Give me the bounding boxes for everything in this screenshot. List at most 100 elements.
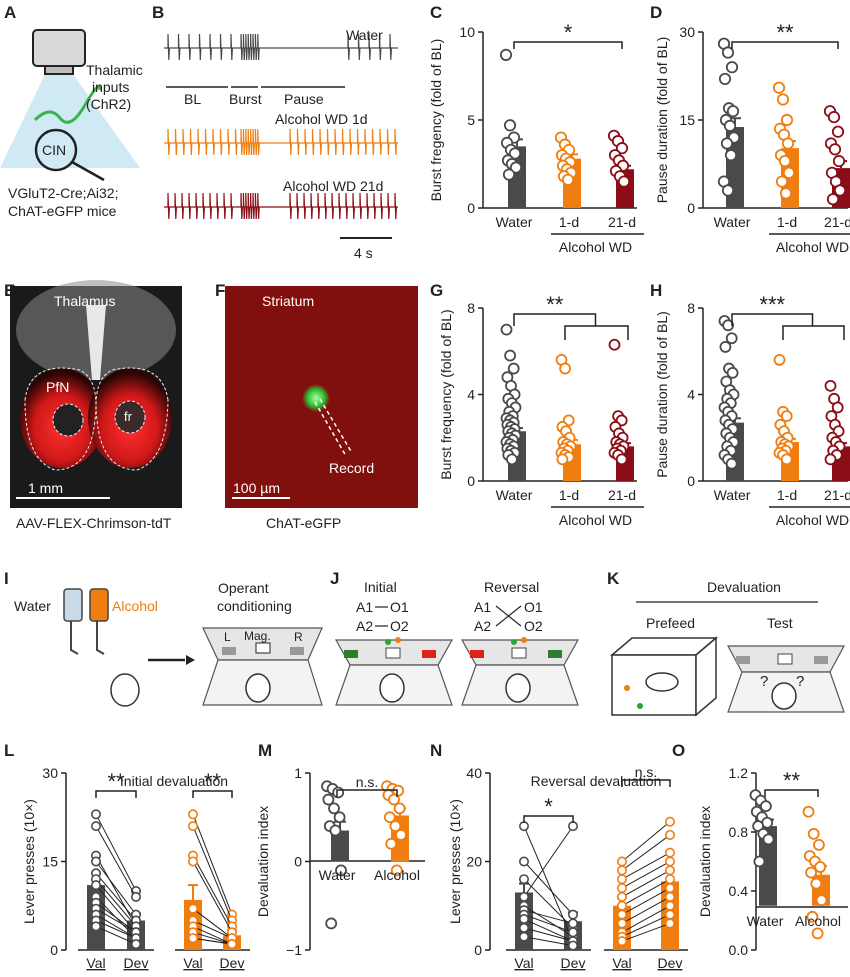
chart-d-point — [781, 137, 795, 150]
lever-right — [290, 647, 304, 655]
chart-n-point — [664, 829, 675, 840]
chart-l-group-label: Alcohol — [190, 975, 236, 977]
chart-m-point — [332, 786, 345, 799]
panel-letter-h: H — [650, 281, 662, 300]
objective-lens-icon — [32, 29, 86, 67]
chart-l-pair-line — [95, 920, 137, 939]
initial-title: Initial — [364, 579, 397, 595]
chart-o-point — [813, 839, 825, 851]
chart-h-sig-subbracket — [782, 325, 845, 340]
chart-l-point — [188, 856, 199, 867]
chart-d-x-tick-label: 21-d — [824, 214, 850, 230]
initial-o2: O2 — [390, 618, 409, 634]
chart-m-point — [389, 820, 402, 832]
chart-n-point — [567, 918, 578, 929]
chart-h-y-tick-label: 4 — [687, 387, 695, 403]
chart-o-sig-text: ** — [783, 768, 801, 793]
reversal-pellet-green — [511, 639, 517, 645]
light-cone — [0, 70, 140, 168]
chart-o-point — [753, 855, 766, 868]
chart-d-point — [721, 46, 735, 59]
operant-mouse-icon — [245, 673, 271, 703]
chart-h: 0 4 8 Pause duration (fold of BL) Water 1-d 21… — [654, 292, 850, 528]
chart-d-point — [778, 154, 792, 168]
chart-d-x-tick-label: 1-d — [777, 214, 797, 230]
chart-g-y-tick-label: 0 — [467, 473, 475, 489]
chart-g-y-tick-label: 8 — [467, 300, 475, 316]
panel-letter-i: I — [4, 569, 9, 588]
chart-n-point — [616, 936, 627, 947]
chart-l-point — [188, 903, 199, 914]
chart-n-point — [518, 931, 529, 942]
chart-d-point — [724, 149, 738, 162]
cin-green-cell — [302, 384, 330, 412]
chart-d-point — [782, 166, 796, 179]
chart-c-point — [503, 119, 517, 132]
pfn-outline-right — [95, 367, 169, 471]
chart-h-group-label: Alcohol WD — [776, 512, 849, 528]
cin-label: CIN — [42, 142, 66, 158]
chart-o-y-tick-label: 1.2 — [729, 765, 749, 781]
midline-structure — [86, 305, 106, 380]
initial-magazine — [385, 647, 401, 659]
chart-d-y-axis-label: Pause duration (fold of BL) — [654, 37, 670, 204]
alcohol-bottle-icon — [89, 588, 109, 622]
chart-c-y-tick-label: 10 — [459, 24, 475, 40]
chart-l-val-label: Val — [86, 955, 105, 971]
chart-n-point — [518, 914, 529, 925]
water-bottle-icon — [63, 588, 83, 622]
chart-o-point — [811, 927, 824, 940]
chart-m-y-axis-label: Devaluation index — [255, 806, 271, 917]
chart-l-point — [227, 939, 238, 950]
chart-l-pair-line — [95, 855, 137, 927]
chart-l-pair-line — [95, 878, 137, 927]
chart-c-point — [615, 142, 629, 155]
chart-n-pair-line — [621, 878, 671, 907]
chart-h-sig-bracket — [731, 313, 814, 326]
chart-d-point — [831, 125, 845, 138]
panel-i-schematic: Water Alcohol Operant conditioning L Mag… — [14, 580, 323, 707]
panel-letter-j: J — [330, 569, 339, 588]
chart-g-point — [615, 453, 628, 466]
reversal-a2: A2 — [474, 618, 491, 634]
reversal-pellet-orange — [521, 637, 527, 643]
test-label: Test — [767, 615, 793, 631]
panel-letter-a: A — [4, 3, 16, 22]
panel-letter-g: G — [430, 281, 443, 300]
record-pipette-line-2 — [319, 398, 353, 454]
chart-o-y-tick-label: 0.4 — [729, 883, 749, 899]
chart-h-point — [726, 366, 739, 379]
chart-o-point — [806, 910, 819, 923]
chart-n-dev-label: Dev — [561, 955, 586, 971]
chart-l-pair-line — [95, 902, 137, 933]
chart-n-sig-bracket — [621, 779, 671, 787]
chart-c-y-axis-label: Burst fregency (fold of BL) — [428, 39, 444, 202]
chart-n-point — [664, 909, 675, 920]
chart-n-point — [664, 816, 675, 827]
chart-l-pair-line — [95, 872, 137, 921]
chart-c-x-tick-label: Water — [496, 214, 533, 230]
chart-l-pair-line — [192, 855, 233, 927]
chart-c-point — [561, 173, 575, 186]
alcohol-bottle-label: Alcohol — [112, 598, 158, 614]
trace-label-wd21: Alcohol WD 21d — [283, 178, 383, 194]
chart-n-pair-line — [621, 887, 671, 916]
chart-n-point — [616, 865, 627, 876]
chart-d-x-tick-label: Water — [714, 214, 751, 230]
chart-o-point — [760, 800, 772, 813]
panel-letter-n: N — [430, 741, 442, 760]
chart-c-point — [617, 175, 631, 188]
thalamic-axon — [33, 85, 102, 124]
inputs-label-line1: Thalamic — [86, 62, 143, 78]
initial-lever-green — [344, 650, 358, 658]
chart-l-y-tick-label: 0 — [50, 942, 58, 958]
initial-pellet-green — [385, 639, 391, 645]
chart-m-point — [329, 824, 342, 837]
chart-l-pair-line — [192, 861, 233, 933]
chart-c-x-tick-label: 1-d — [559, 214, 579, 230]
chart-g-point — [500, 323, 513, 336]
chart-h-point — [780, 410, 793, 423]
chart-l-dev-label: Dev — [124, 955, 149, 971]
reversal-a1: A1 — [474, 599, 491, 615]
chart-o-point — [802, 805, 815, 818]
